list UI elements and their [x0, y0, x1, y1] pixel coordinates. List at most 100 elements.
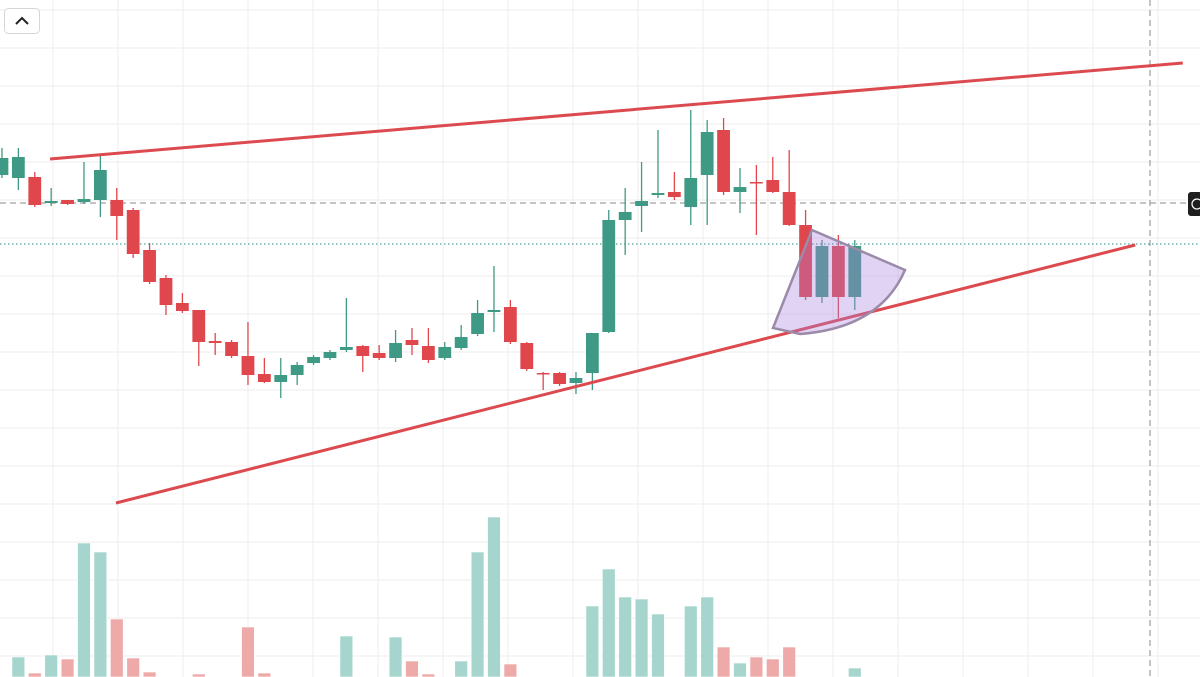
volume-bar	[77, 542, 91, 677]
volume-bar	[93, 551, 108, 677]
candle-body	[651, 193, 665, 195]
trend-line	[115, 243, 1136, 505]
volume-bar	[634, 598, 649, 677]
button-frame[interactable]	[4, 8, 40, 34]
candle-body	[208, 341, 222, 343]
candle-body	[487, 310, 501, 312]
volume-layer	[11, 516, 862, 677]
candle-body	[339, 347, 353, 350]
candle-body	[290, 365, 304, 375]
candle-body	[323, 352, 337, 358]
volume-bar	[339, 635, 354, 677]
candle-body	[307, 357, 320, 363]
collapse-button[interactable]	[4, 8, 40, 34]
candle-body	[503, 307, 517, 342]
volume-bar	[44, 654, 58, 677]
volume-bar	[421, 673, 436, 677]
candle-body	[274, 375, 288, 382]
volume-bar	[684, 605, 698, 677]
volume-bar	[405, 660, 419, 677]
candle-body	[733, 187, 747, 192]
candle-body	[405, 340, 419, 345]
candle-body	[602, 220, 616, 332]
chevron-icon	[15, 16, 29, 25]
candle-body	[848, 246, 862, 297]
volume-bar	[470, 551, 485, 677]
candle-body	[225, 342, 238, 356]
volume-bar	[766, 658, 780, 677]
candle-body	[175, 303, 189, 311]
candle-body	[421, 346, 435, 360]
candle-body	[11, 157, 25, 178]
candle-body	[372, 353, 386, 358]
candle-body	[126, 210, 140, 254]
candle-body	[241, 356, 255, 375]
volume-bar	[388, 636, 403, 677]
volume-bar	[700, 596, 714, 677]
candle-body	[0, 158, 9, 175]
volume-bar	[142, 671, 157, 677]
candle-body	[471, 313, 484, 334]
candle-body	[389, 343, 402, 358]
volume-bar	[454, 660, 468, 677]
candle-layer	[0, 61, 1183, 505]
volume-bar	[241, 626, 255, 677]
candle-body	[44, 201, 58, 203]
candle-body	[635, 201, 648, 206]
volume-bar	[716, 646, 731, 677]
candle-body	[585, 333, 599, 373]
volume-bar	[782, 646, 796, 677]
volume-bar	[126, 657, 140, 677]
volume-bar	[11, 656, 26, 677]
candle-body	[700, 132, 714, 175]
price-marker	[1188, 192, 1200, 216]
candle-body	[782, 192, 796, 225]
volume-bar	[749, 656, 764, 677]
candle-body	[159, 278, 173, 305]
candle-body	[717, 130, 730, 192]
candle-body	[61, 200, 74, 204]
marker-icon	[1191, 198, 1200, 210]
candle-body	[799, 225, 812, 297]
volume-bar	[28, 672, 42, 677]
volume-bar	[257, 672, 272, 677]
candle-body	[77, 199, 91, 202]
candle-body	[749, 182, 763, 184]
volume-bar	[110, 618, 124, 677]
candle-body	[815, 246, 829, 297]
candle-body	[143, 250, 156, 282]
volume-bar	[618, 596, 632, 677]
fan-drawing	[771, 228, 907, 336]
candle-body	[569, 378, 583, 383]
volume-bar	[487, 516, 501, 677]
volume-bar	[503, 663, 518, 677]
candle-body	[192, 310, 206, 342]
candle-body	[536, 373, 550, 375]
volume-bar	[585, 605, 600, 677]
candle-body	[110, 200, 124, 216]
candle-body	[28, 177, 42, 205]
candle-body	[454, 337, 468, 348]
volume-bar	[60, 658, 75, 677]
volume-bar	[192, 673, 206, 677]
volume-bar	[848, 667, 862, 677]
candle-body	[438, 347, 452, 358]
candle-body	[356, 346, 370, 356]
candle-body	[520, 343, 534, 369]
trend-line	[49, 61, 1183, 161]
candle-body	[831, 246, 845, 297]
candle-body	[257, 374, 271, 382]
candle-body	[553, 373, 566, 384]
volume-bar	[651, 613, 665, 677]
volume-bar	[733, 662, 747, 677]
candle-body	[766, 180, 780, 192]
volume-bar	[602, 568, 616, 677]
candle-body	[618, 212, 632, 220]
candle-body	[667, 192, 681, 197]
candle-body	[93, 170, 107, 200]
candle-body	[684, 178, 698, 207]
